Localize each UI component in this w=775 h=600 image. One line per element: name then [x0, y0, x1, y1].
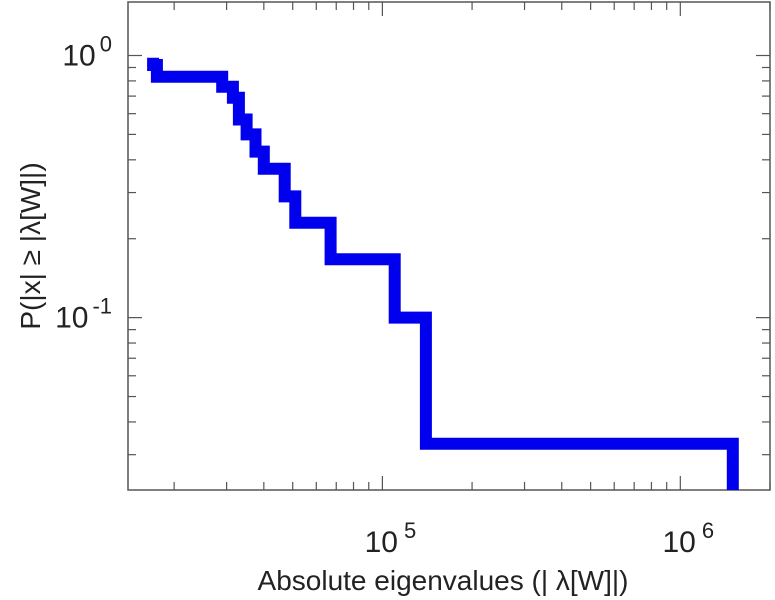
plot-frame [127, 1, 771, 491]
y-axis-title: P(|x| ≥ |λ[W]|) [15, 162, 46, 329]
series-line-0 [147, 57, 739, 490]
x-tick-label: 10 6 [663, 518, 715, 559]
y-tick-label: 10 0 [62, 32, 112, 73]
tick-labels: 10 5 10 6 10 0 10 -1 [55, 32, 714, 559]
x-tick-label: 10 5 [365, 518, 417, 559]
y-tick-label: 10 -1 [55, 294, 112, 335]
series-group [147, 57, 739, 490]
axis-ticks [128, 2, 771, 490]
x-axis-title: Absolute eigenvalues (| λ[W]|) [258, 565, 629, 596]
